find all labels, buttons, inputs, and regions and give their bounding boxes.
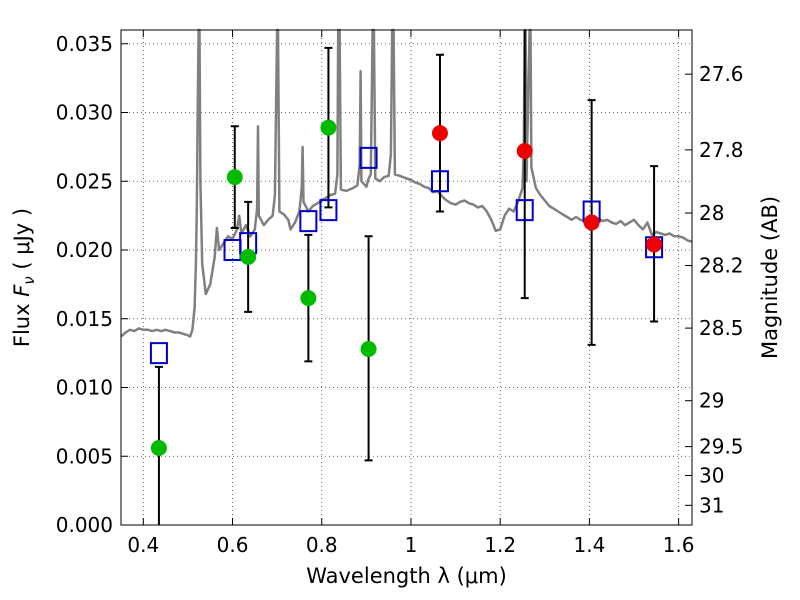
y-tick-label: 0.030 <box>56 101 113 125</box>
data-point-circle <box>431 125 448 142</box>
tick-layer <box>121 30 692 526</box>
x-tick-label: 1.4 <box>573 533 605 557</box>
plot-frame <box>120 29 693 526</box>
data-point-circle <box>320 119 337 136</box>
model-spectrum-layer <box>120 28 693 338</box>
y-tick-label: 0.035 <box>56 32 113 56</box>
data-point-circle <box>360 341 377 357</box>
y-axis-title-suffix: ( μJy ) <box>10 208 34 276</box>
y-axis-title-subscript: ν <box>20 276 38 284</box>
data-point-square <box>359 146 378 169</box>
x-tick-label: 0.6 <box>217 533 249 557</box>
y-tick-label: 0.020 <box>56 238 113 262</box>
y2-tick-label: 30 <box>699 464 724 488</box>
data-point-circle <box>646 236 663 253</box>
data-point-square <box>149 342 168 365</box>
x-tick-label: 1 <box>405 533 418 557</box>
data-point-circle <box>583 214 600 231</box>
y-tick-label: 0.010 <box>56 376 113 400</box>
model-spectrum-line <box>120 28 693 338</box>
data-point-square <box>515 199 534 222</box>
y2-tick-label: 29.5 <box>699 435 744 459</box>
y-tick-label: 0.015 <box>56 307 113 331</box>
y-axis-title: Flux Fν ( μJy ) <box>10 208 38 347</box>
data-point-square <box>299 210 318 233</box>
data-point-square <box>430 170 449 193</box>
y2-axis-title: Magnitude (AB) <box>758 196 782 359</box>
errorbar-layer <box>154 30 659 525</box>
x-tick-label: 1.6 <box>663 533 695 557</box>
y2-tick-label: 27.6 <box>699 62 744 86</box>
data-point-circle <box>226 169 243 186</box>
y-axis-title-symbol: F <box>10 284 34 297</box>
x-tick-label: 0.8 <box>306 533 338 557</box>
y2-tick-label: 28 <box>699 201 724 225</box>
x-tick-label: 0.4 <box>127 533 159 557</box>
y-tick-label: 0.025 <box>56 169 113 193</box>
x-axis-title: Wavelength λ (μm) <box>306 564 507 588</box>
y2-tick-label: 27.8 <box>699 138 744 162</box>
tick-label-layer: 0.4 0.6 0.8 1 1.2 1.4 1.6 0.000 0.005 0.010 0.015 0… <box>56 32 744 557</box>
y-axis-title-prefix: Flux <box>10 297 34 347</box>
grid <box>121 30 692 526</box>
y2-tick-label: 31 <box>699 493 724 517</box>
data-point-square <box>319 199 338 222</box>
data-point-circle <box>150 440 167 456</box>
data-point-circle <box>516 143 533 159</box>
y2-tick-label: 29 <box>699 389 724 413</box>
y-tick-label: 0.000 <box>56 513 113 537</box>
y2-tick-label: 28.5 <box>699 316 744 340</box>
y-tick-label: 0.005 <box>56 444 113 468</box>
x-tick-label: 1.2 <box>484 533 516 557</box>
marker-layer <box>149 119 664 456</box>
data-point-circle <box>300 290 317 307</box>
y2-tick-label: 28.2 <box>699 254 744 278</box>
data-point-circle <box>240 248 257 265</box>
